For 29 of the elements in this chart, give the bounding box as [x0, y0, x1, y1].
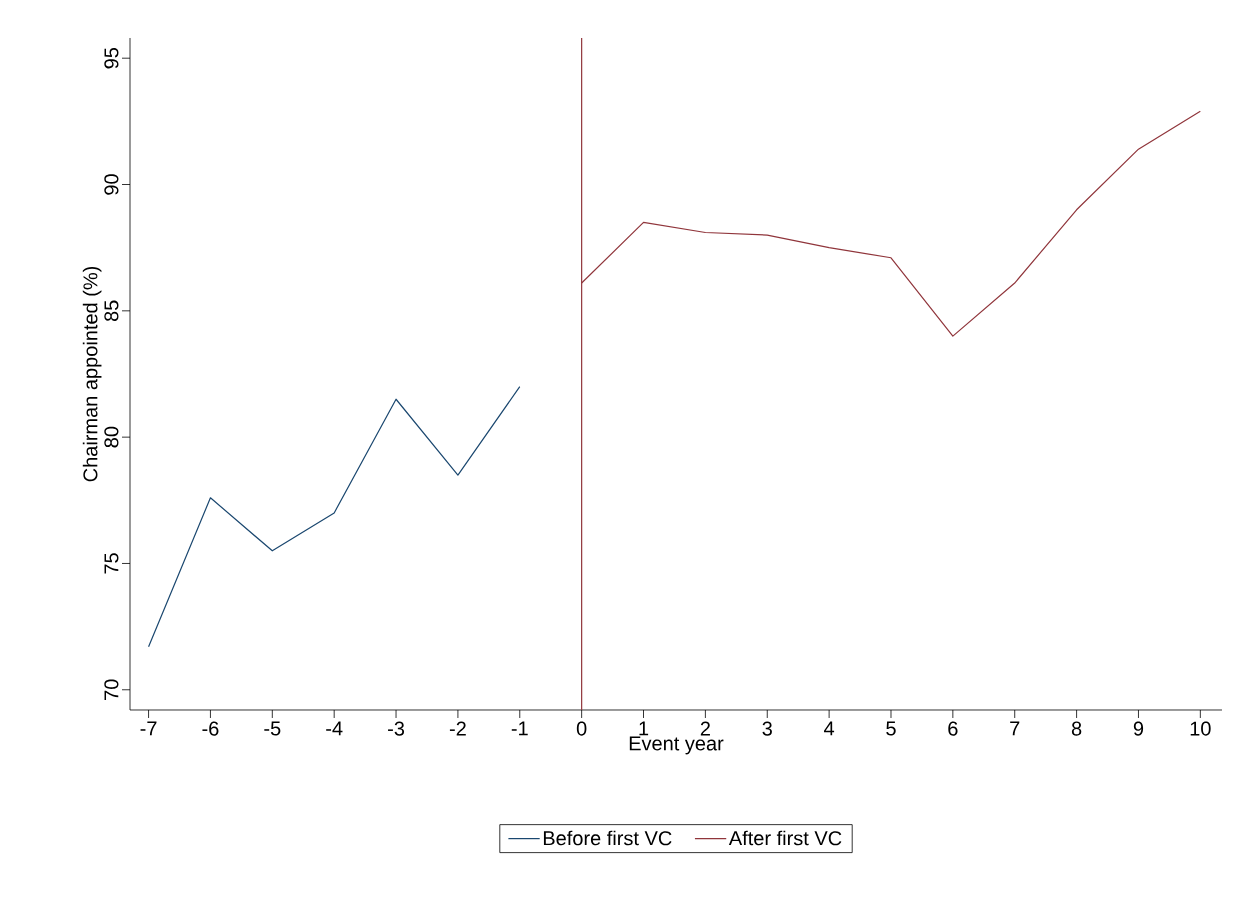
- x-tick-label: 0: [576, 721, 587, 736]
- x-tick-label: 7: [1010, 721, 1020, 736]
- x-tick-label: 5: [886, 721, 896, 736]
- x-tick-label: 4: [824, 721, 835, 736]
- y-tick-label: 80: [104, 426, 119, 448]
- x-tick-label: 6: [948, 721, 958, 736]
- legend-label: Before first VC: [543, 830, 672, 846]
- x-tick-label: -6: [202, 721, 219, 736]
- x-tick-label: -3: [388, 721, 405, 736]
- y-tick-label: 95: [104, 47, 119, 69]
- x-tick-label: 10: [1190, 721, 1211, 736]
- x-tick-label: 1: [639, 721, 649, 736]
- x-tick-label: 2: [700, 721, 710, 736]
- legend-label: After first VC: [728, 830, 842, 846]
- x-tick-label: -2: [449, 721, 466, 736]
- x-tick-label: -7: [140, 721, 157, 736]
- x-axis-title: Event year: [629, 736, 724, 755]
- y-tick-label: 75: [104, 553, 119, 574]
- x-tick-label: -4: [326, 721, 343, 736]
- x-tick-label: 3: [762, 721, 772, 736]
- y-tick-label: 70: [104, 679, 119, 700]
- x-tick-label: 8: [1071, 721, 1082, 736]
- x-tick-label: -1: [511, 721, 528, 736]
- y-axis-title: Chairman appointed (%): [82, 266, 102, 482]
- x-tick-label: -5: [264, 721, 281, 736]
- y-tick-label: 90: [104, 174, 119, 195]
- x-tick-label: 9: [1133, 721, 1144, 736]
- line-series: [147, 386, 521, 648]
- y-tick-label: 85: [104, 300, 119, 322]
